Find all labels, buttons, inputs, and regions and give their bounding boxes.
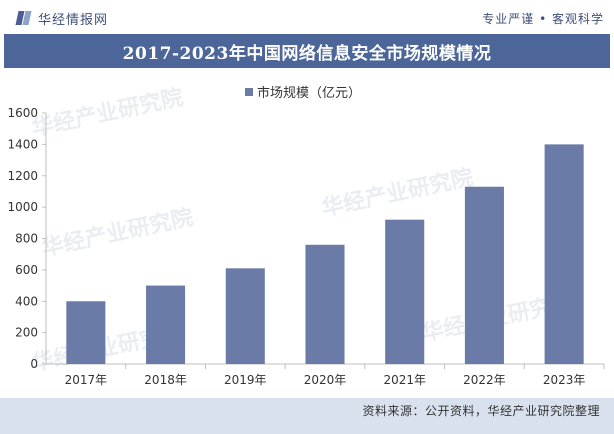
bar-chart: 0 200 400 600 800 1000 1200 1400 1600 2017年 2018年 2… <box>7 106 605 387</box>
slogan: 专业严谨 • 客观科学 <box>482 12 604 26</box>
x-tick-label: 2017年 <box>65 373 108 387</box>
bar <box>146 285 186 364</box>
bar <box>305 244 345 364</box>
y-tick-label: 0 <box>30 357 38 371</box>
x-tick-label: 2023年 <box>543 373 586 387</box>
x-tick-label: 2021年 <box>383 373 426 387</box>
x-tick-label: 2020年 <box>304 373 347 387</box>
x-tick-label: 2019年 <box>224 373 267 387</box>
y-tick-label: 800 <box>15 232 38 246</box>
y-tick-label: 400 <box>15 294 38 308</box>
y-tick-label: 600 <box>15 263 38 277</box>
x-tick-label: 2018年 <box>144 373 187 387</box>
bar <box>464 186 504 364</box>
bar <box>385 219 425 364</box>
y-tick-label: 1600 <box>7 106 38 120</box>
legend-label: 市场规模（亿元） <box>257 86 362 101</box>
y-tick-label: 1200 <box>7 169 38 183</box>
chart-legend: 市场规模（亿元） <box>245 82 361 101</box>
bar <box>225 268 265 364</box>
bar <box>544 144 584 364</box>
header: 华经情报网 专业严谨 • 客观科学 <box>0 0 614 34</box>
brand-name: 华经情报网 <box>38 12 109 28</box>
legend-swatch <box>245 87 253 96</box>
brand-logo-icon <box>15 10 32 26</box>
y-tick-label: 200 <box>15 326 38 340</box>
chart-title: 2017-2023年中国网络信息安全市场规模情况 <box>122 43 492 64</box>
x-tick-label: 2022年 <box>463 373 506 387</box>
y-tick-label: 1000 <box>7 200 38 214</box>
title-band: 2017-2023年中国网络信息安全市场规模情况 <box>4 34 610 68</box>
y-tick-label: 1400 <box>7 137 38 151</box>
bar <box>66 301 106 364</box>
source-note: 资料来源：公开资料，华经产业研究院整理 <box>362 404 600 418</box>
brand: 华经情报网 <box>15 9 109 28</box>
source-band: 资料来源：公开资料，华经产业研究院整理 <box>0 398 614 434</box>
